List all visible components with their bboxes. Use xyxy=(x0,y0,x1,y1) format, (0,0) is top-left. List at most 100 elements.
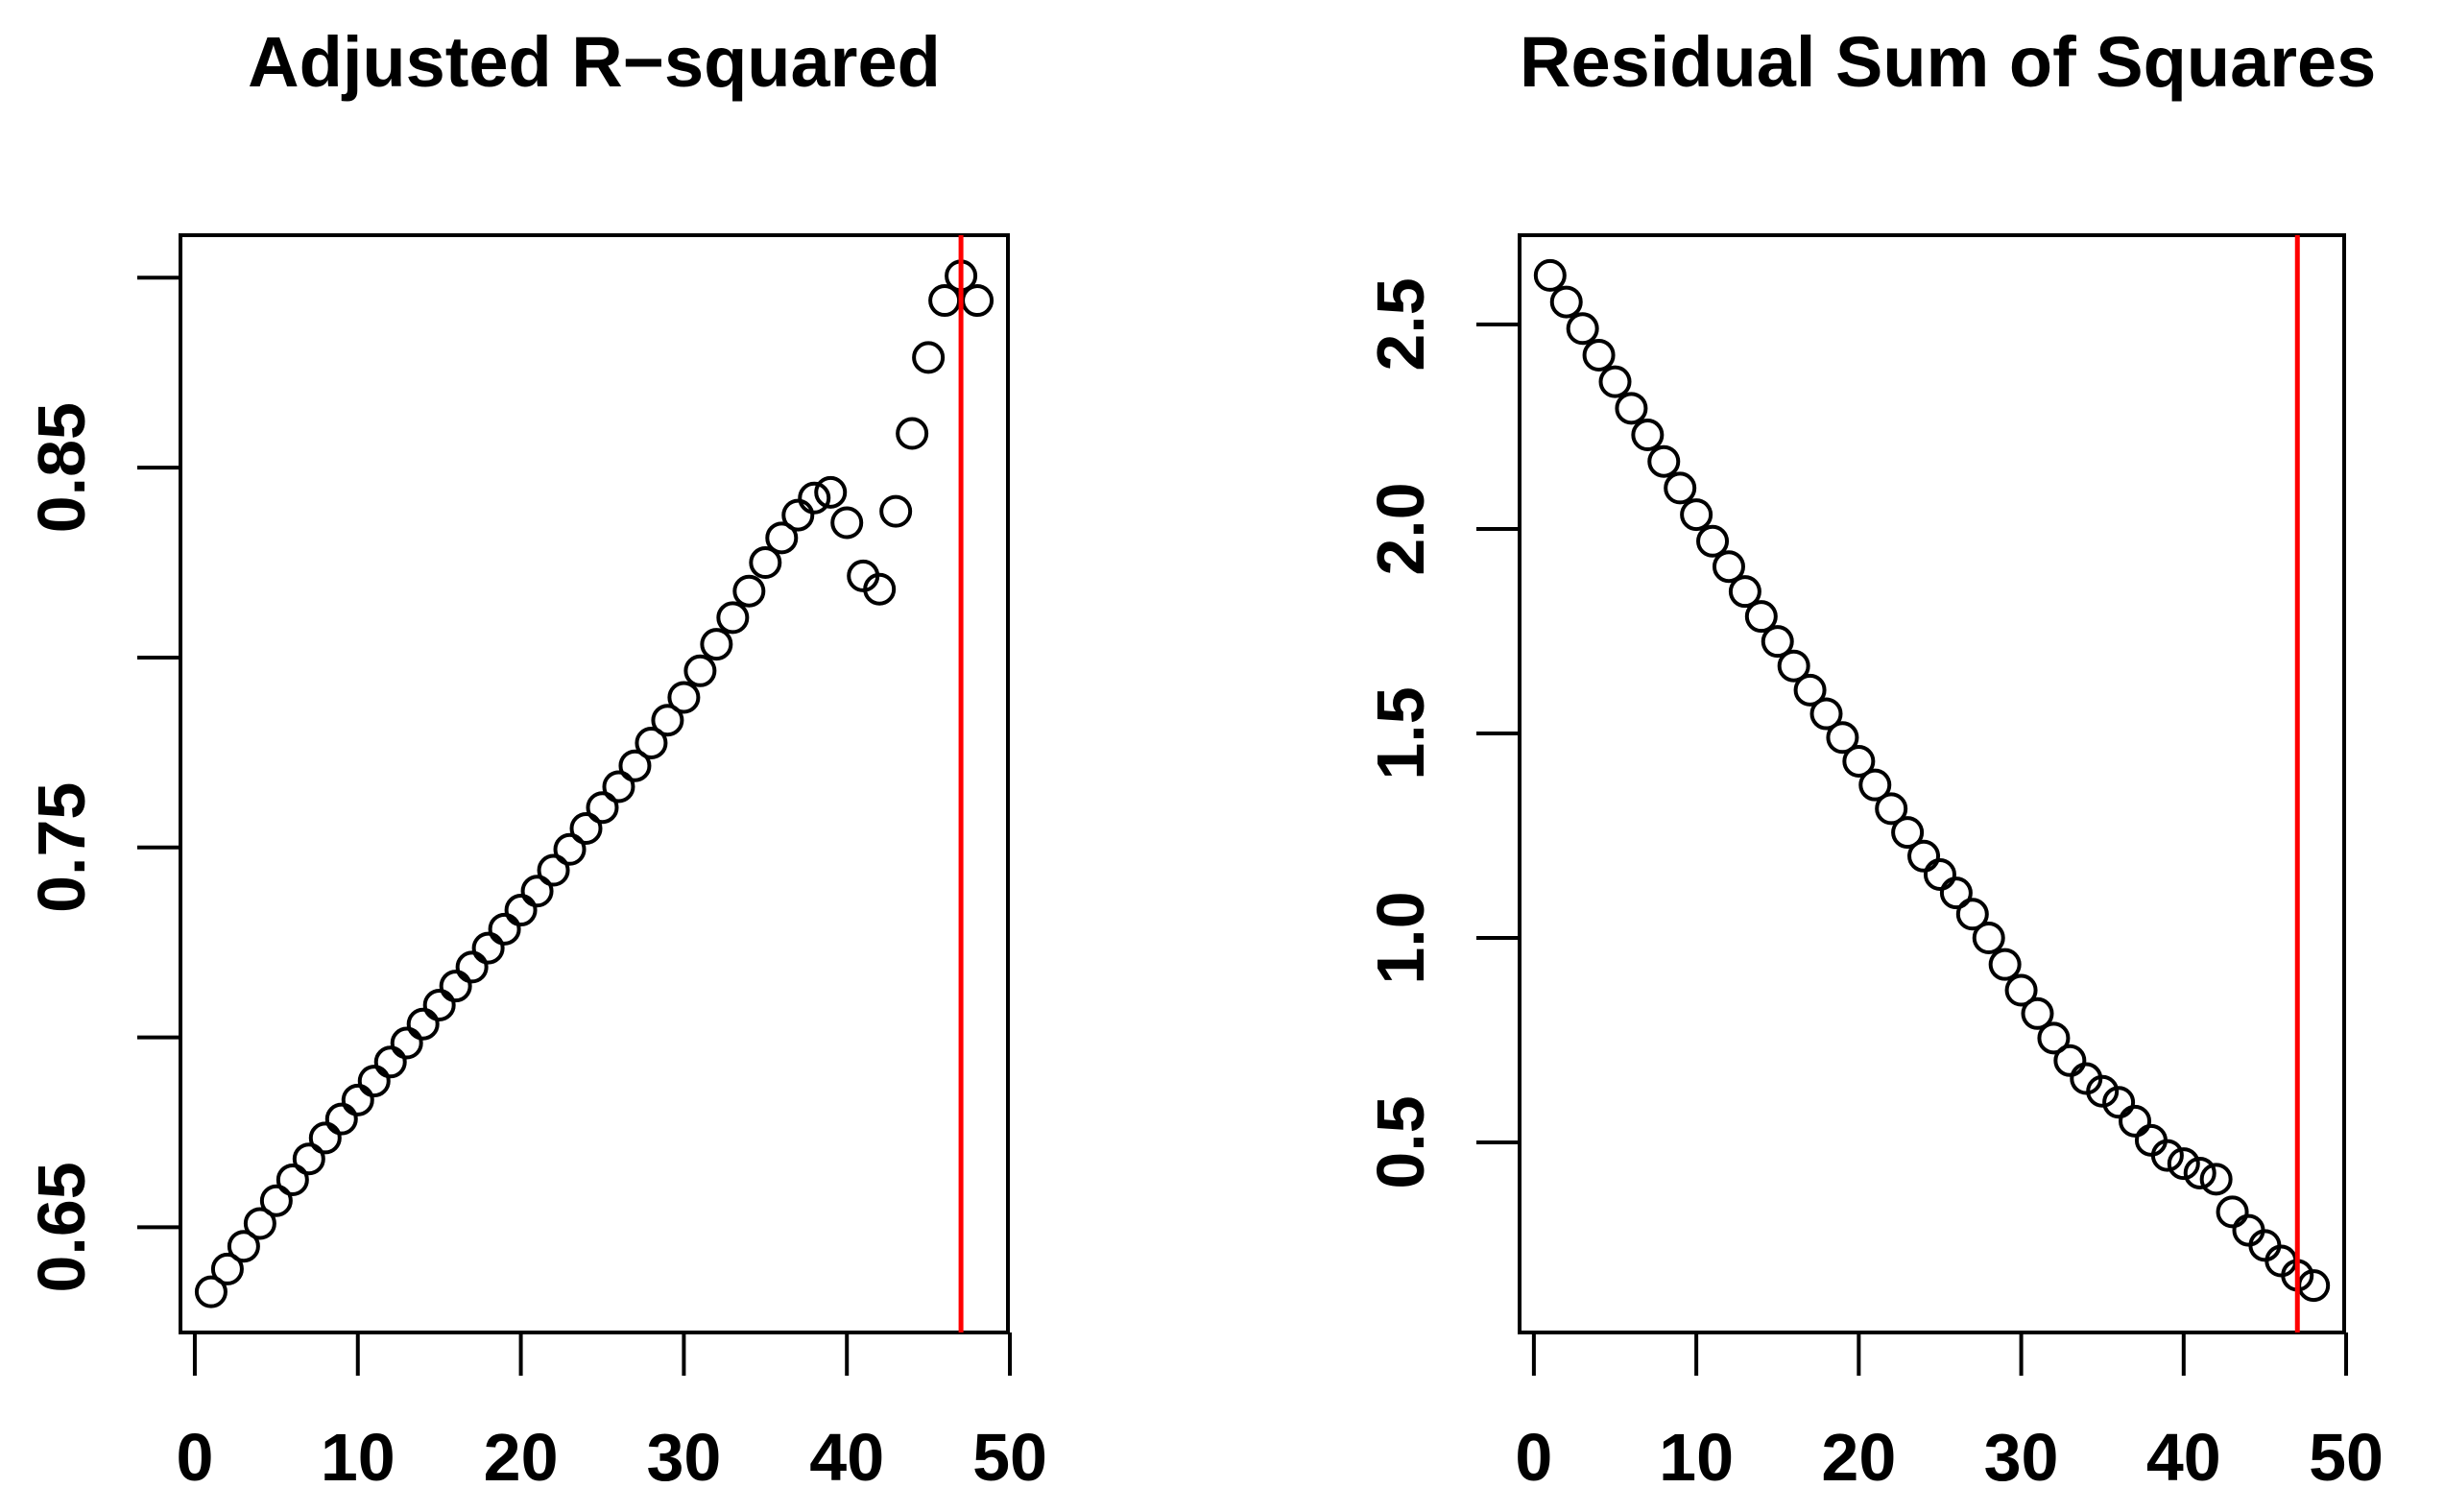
data-point xyxy=(439,970,472,1003)
data-point xyxy=(210,1252,244,1285)
data-point xyxy=(651,704,684,737)
data-point xyxy=(667,681,701,714)
x-tick-label: 40 xyxy=(2146,1420,2221,1495)
data-point xyxy=(2183,1156,2216,1189)
data-point xyxy=(1696,524,1730,558)
data-point xyxy=(422,988,456,1021)
data-point xyxy=(1923,857,1956,891)
data-point xyxy=(732,574,766,608)
data-point xyxy=(635,726,668,759)
data-point xyxy=(879,494,913,528)
data-point xyxy=(569,811,603,845)
data-point xyxy=(896,417,929,450)
data-point xyxy=(2199,1163,2233,1196)
data-point xyxy=(1680,498,1713,532)
x-tick-label: 30 xyxy=(646,1420,721,1495)
data-point xyxy=(194,1275,228,1308)
data-point xyxy=(1891,816,1925,850)
data-point xyxy=(781,498,815,532)
data-point xyxy=(2053,1044,2087,1077)
plot-frame xyxy=(1518,233,2346,1334)
data-point xyxy=(912,341,946,374)
data-point xyxy=(504,894,538,927)
data-point xyxy=(1907,839,1941,873)
data-point xyxy=(1582,338,1616,372)
data-point xyxy=(357,1065,391,1098)
data-point xyxy=(683,654,717,687)
right-plot-title: Residual Sum of Squares xyxy=(1520,22,2377,102)
data-point xyxy=(2150,1139,2184,1172)
data-point xyxy=(1809,697,1843,731)
data-point xyxy=(488,912,521,946)
left-plot-title: Adjusted R−squared xyxy=(248,22,941,102)
data-point xyxy=(1728,575,1761,609)
data-point xyxy=(341,1083,374,1116)
x-tick-label: 40 xyxy=(809,1420,884,1495)
data-point xyxy=(1712,550,1745,584)
data-point xyxy=(308,1121,342,1155)
data-point xyxy=(618,749,652,782)
data-point xyxy=(2021,996,2054,1030)
data-point xyxy=(276,1163,309,1196)
data-point xyxy=(2086,1074,2120,1108)
y-tick-label: 0.75 xyxy=(24,782,99,913)
data-point xyxy=(520,875,554,908)
data-point xyxy=(455,950,489,984)
data-point xyxy=(716,601,750,635)
data-point xyxy=(2004,973,2038,1007)
y-tick-label: 0.85 xyxy=(24,402,99,533)
y-tick-label: 1.0 xyxy=(1363,891,1438,984)
data-point xyxy=(1875,792,1908,826)
data-point xyxy=(1858,768,1892,802)
data-point xyxy=(1842,744,1876,778)
data-point xyxy=(1826,721,1859,755)
data-point xyxy=(1972,921,2005,954)
plot-frame xyxy=(179,233,1010,1334)
data-point xyxy=(553,832,587,866)
y-tick-label: 2.0 xyxy=(1363,482,1438,575)
data-point xyxy=(243,1207,276,1240)
data-point xyxy=(2167,1147,2200,1181)
data-point xyxy=(749,546,782,580)
x-tick-label: 30 xyxy=(1984,1420,2059,1495)
data-point xyxy=(1761,625,1794,659)
data-point xyxy=(2134,1123,2168,1157)
data-point xyxy=(830,506,864,540)
data-point xyxy=(373,1045,407,1079)
data-point xyxy=(2232,1213,2265,1247)
x-tick-label: 50 xyxy=(972,1420,1047,1495)
data-point xyxy=(1988,948,2022,981)
data-point xyxy=(1533,258,1567,292)
data-point xyxy=(2248,1229,2282,1262)
data-point xyxy=(586,791,619,825)
data-point xyxy=(863,572,897,606)
data-point xyxy=(227,1230,260,1263)
data-point xyxy=(2216,1195,2249,1229)
data-point xyxy=(1549,285,1583,319)
x-tick-label: 10 xyxy=(1659,1420,1734,1495)
data-point xyxy=(814,475,848,509)
x-tick-label: 0 xyxy=(1515,1420,1552,1495)
data-point xyxy=(798,481,831,515)
data-point xyxy=(259,1184,293,1217)
y-tick-label: 1.5 xyxy=(1363,686,1438,780)
data-point xyxy=(390,1026,423,1060)
x-tick-label: 0 xyxy=(176,1420,213,1495)
data-point xyxy=(1647,444,1681,478)
data-point xyxy=(324,1102,358,1136)
x-tick-label: 20 xyxy=(1821,1420,1896,1495)
data-point xyxy=(406,1007,440,1041)
data-point xyxy=(537,853,570,887)
data-point xyxy=(1631,419,1665,452)
data-point xyxy=(292,1142,325,1176)
y-tick-label: 2.5 xyxy=(1363,277,1438,371)
data-point xyxy=(1777,649,1810,683)
x-tick-label: 20 xyxy=(484,1420,559,1495)
data-point xyxy=(765,521,799,555)
data-point xyxy=(961,284,994,318)
data-point xyxy=(2102,1086,2136,1119)
data-point xyxy=(700,628,733,661)
data-point xyxy=(471,931,505,965)
